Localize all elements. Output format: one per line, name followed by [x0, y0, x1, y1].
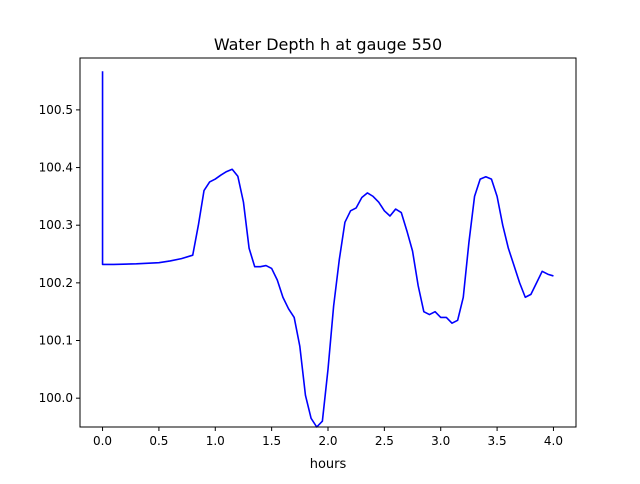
y-tick-label: 100.3 — [39, 218, 73, 232]
x-tick-label: 2.5 — [375, 434, 394, 448]
x-tick-label: 1.0 — [206, 434, 225, 448]
x-tick-label: 0.0 — [93, 434, 112, 448]
x-tick-label: 4.0 — [544, 434, 563, 448]
series-line-0 — [101, 71, 554, 428]
x-tick-label: 2.0 — [318, 434, 337, 448]
x-tick-label: 1.5 — [262, 434, 281, 448]
x-tick-label: 3.5 — [488, 434, 507, 448]
y-tick-label: 100.4 — [39, 161, 73, 175]
y-tick-label: 100.0 — [39, 391, 73, 405]
y-tick-label: 100.1 — [39, 334, 73, 348]
x-tick-label: 3.0 — [431, 434, 450, 448]
y-tick-label: 100.5 — [39, 103, 73, 117]
y-axis: 100.0 100.1 100.2 100.3 100.4 100.5 — [39, 103, 80, 405]
x-tick-label: 0.5 — [149, 434, 168, 448]
axes-frame — [79, 57, 577, 428]
x-axis-label: hours — [310, 457, 347, 472]
x-axis: 0.0 0.5 1.0 1.5 2.0 2.5 3.0 3.5 4.0 — [93, 427, 563, 448]
plot-area — [101, 71, 554, 428]
y-tick-label: 100.2 — [39, 276, 73, 290]
chart-title: Water Depth h at gauge 550 — [214, 35, 442, 54]
